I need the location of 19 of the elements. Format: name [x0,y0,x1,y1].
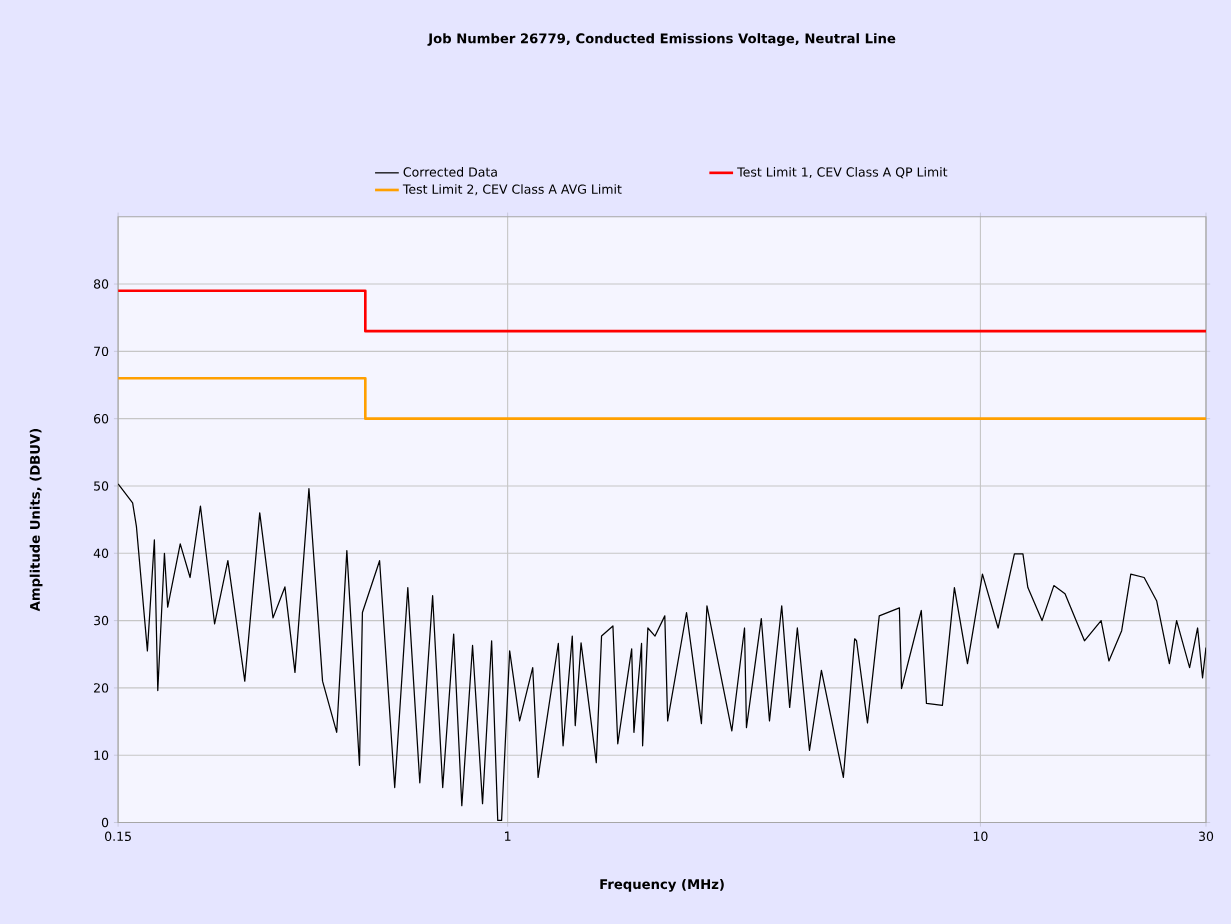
y-tick-label: 20 [94,683,109,693]
legend-label: Test Limit 2, CEV Class A AVG Limit [402,184,622,196]
x-axis-title: Frequency (MHz) [600,878,724,892]
x-tick-label: 10 [973,831,988,842]
y-tick-label: 70 [94,346,109,357]
x-tick-label: 0.15 [105,831,131,842]
y-tick-label: 60 [93,413,109,424]
x-tick-label: 1 [505,831,511,841]
x-tick-label: 30 [1198,831,1214,842]
y-tick-label: 30 [94,615,109,626]
chart-title: Job Number 26779, Conducted Emissions Voltage, Neutral Line [427,33,896,47]
y-tick-label: 0 [101,817,109,828]
y-tick-label: 10 [94,750,109,760]
y-axis-title: Amplitude Units, (DBUV) [29,428,43,612]
legend-label: Corrected Data [403,167,497,177]
y-tick-label: 80 [93,279,109,289]
y-tick-label: 40 [93,548,109,559]
legend-label: Test Limit 1, CEV Class A QP Limit [737,167,948,179]
y-tick-label: 50 [94,481,109,491]
